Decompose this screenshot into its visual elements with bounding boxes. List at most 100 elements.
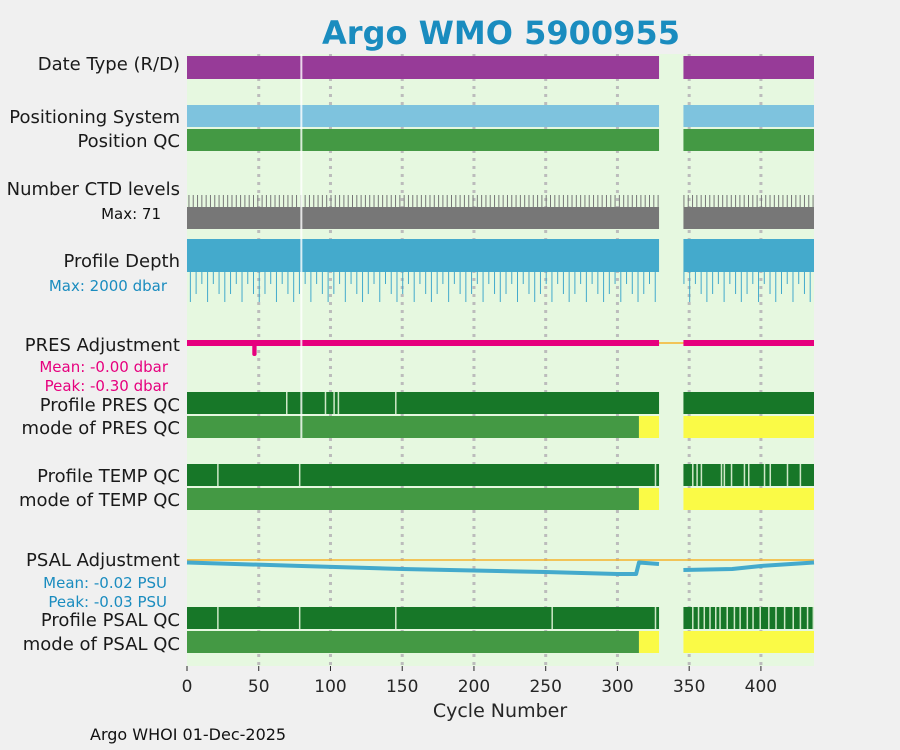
ctd-levels-spike: [343, 195, 345, 207]
profile-depth-spike: [700, 272, 702, 294]
profile-depth-spike: [505, 272, 507, 294]
profile-psal-qc-bar-tick: [746, 607, 749, 629]
profile-depth-spike: [339, 272, 341, 284]
profile-depth-spike: [304, 272, 306, 284]
ctd-levels-spike: [451, 195, 452, 207]
ctd-levels-spike: [463, 195, 465, 207]
profile-depth-spike: [591, 272, 593, 284]
ctd-levels-spike: [244, 195, 246, 207]
profile-depth-spike: [344, 272, 346, 302]
profile-psal-qc-bar-tick: [812, 607, 815, 629]
ctd-levels-spike: [248, 195, 250, 207]
ctd-levels-spike: [222, 195, 224, 207]
profile-depth-spike: [758, 272, 760, 302]
profile-depth-bar: [187, 239, 660, 272]
profile-depth-spike: [528, 272, 530, 294]
profile-depth-spike: [775, 272, 777, 302]
profile-depth-spike: [333, 272, 335, 294]
ctd-levels-spike: [511, 195, 513, 207]
ctd-levels-spike: [532, 195, 534, 207]
mode-pres-qc-bar-flagged: [638, 416, 660, 438]
label-date-type: Date Type (R/D): [38, 54, 180, 75]
ctd-levels-spike: [704, 195, 706, 207]
ctd-levels-spike: [283, 195, 285, 207]
ctd-levels-spike: [287, 195, 289, 207]
ctd-levels-spike: [683, 195, 685, 207]
ctd-levels-spike: [519, 195, 521, 207]
mode-temp-qc-bar: [187, 488, 639, 510]
profile-depth-spike: [396, 272, 398, 302]
ctd-levels-spike: [446, 195, 448, 207]
ctd-levels-spike: [692, 195, 694, 207]
mode-temp-qc-bar-flagged: [683, 488, 814, 510]
profile-depth-spike: [631, 272, 633, 294]
mode-temp-qc-bar-flagged: [638, 488, 660, 510]
profile-depth-spike: [781, 272, 782, 294]
mode-psal-qc-bar-flagged: [683, 631, 814, 653]
ctd-levels-spike: [739, 195, 741, 207]
profile-depth-spike: [298, 272, 300, 294]
ctd-levels-spike: [593, 195, 595, 207]
ctd-levels-spike: [390, 195, 392, 207]
profile-psal-qc-bar-tick: [726, 607, 728, 629]
ctd-levels-spike: [386, 195, 388, 207]
grid-lines: [257, 54, 763, 666]
ctd-levels-spike: [296, 195, 298, 207]
ctd-levels-spike: [278, 195, 280, 207]
ctd-levels-spike: [227, 195, 229, 207]
profile-pres-qc-bar-tick: [324, 392, 327, 414]
profile-temp-qc-bar-tick: [696, 464, 698, 486]
ctd-levels-spike: [756, 195, 758, 207]
profile-temp-qc-bar-tick: [799, 464, 802, 486]
profile-depth-spike: [373, 272, 375, 284]
x-tick-label: 350: [673, 677, 705, 697]
ctd-levels-spike: [687, 195, 689, 207]
ctd-levels-spike: [571, 195, 573, 207]
profile-depth-spike: [534, 272, 536, 302]
profile-psal-qc-bar-tick: [752, 607, 754, 629]
profile-depth-spike: [327, 272, 329, 302]
ctd-levels-spike: [545, 195, 547, 207]
ctd-levels-spike: [442, 195, 444, 207]
profile-depth-spike: [356, 272, 358, 294]
ctd-levels-spike: [610, 195, 612, 207]
label-mode-pres-qc: mode of PRES QC: [22, 418, 180, 439]
profile-temp-qc-bar-tick: [692, 464, 694, 486]
label-mode-temp-qc: mode of TEMP QC: [19, 490, 180, 511]
ctd-levels-spike: [696, 195, 698, 207]
profile-psal-qc-bar-tick: [654, 607, 657, 629]
profile-psal-qc-bar: [187, 607, 660, 629]
ctd-levels-spike: [395, 195, 397, 207]
profile-depth-spike: [287, 272, 289, 294]
chart-title: Argo WMO 5900955: [322, 14, 680, 52]
profile-depth-spike: [264, 272, 266, 294]
ctd-levels-spike: [717, 195, 719, 207]
profile-pres-qc-bar-tick: [395, 392, 397, 414]
profile-depth-spike: [551, 272, 553, 302]
profile-depth-spike: [539, 272, 541, 294]
profile-depth-spike: [689, 272, 691, 302]
ctd-levels-spike: [476, 195, 478, 207]
profile-psal-qc-bar-tick: [783, 607, 786, 629]
profile-depth-spike: [281, 272, 283, 284]
ctd-levels-spike: [614, 195, 616, 207]
profile-depth-spike: [465, 272, 467, 302]
psal-adjustment-line: [683, 560, 815, 572]
profile-depth-spike: [562, 272, 564, 294]
mode-psal-qc-bar-flagged: [638, 631, 660, 653]
ctd-levels-spike: [524, 195, 526, 207]
profile-depth-spike: [683, 272, 685, 284]
profile-temp-qc-bar-tick: [748, 464, 750, 486]
profile-temp-qc-bar-tick: [769, 464, 772, 486]
profile-depth-spike: [511, 272, 513, 284]
profile-depth-spike: [241, 272, 243, 302]
ctd-levels-spike: [494, 195, 496, 207]
profile-depth-spike: [293, 272, 295, 302]
profile-depth-spike: [792, 272, 794, 302]
ctd-levels-spike: [562, 195, 564, 207]
profile-depth-spike: [195, 272, 197, 294]
positioning-system-bar: [187, 105, 660, 127]
profile-depth-spike: [385, 272, 386, 284]
ctd-levels-spike: [748, 195, 749, 207]
ctd-levels-spike: [373, 195, 375, 207]
